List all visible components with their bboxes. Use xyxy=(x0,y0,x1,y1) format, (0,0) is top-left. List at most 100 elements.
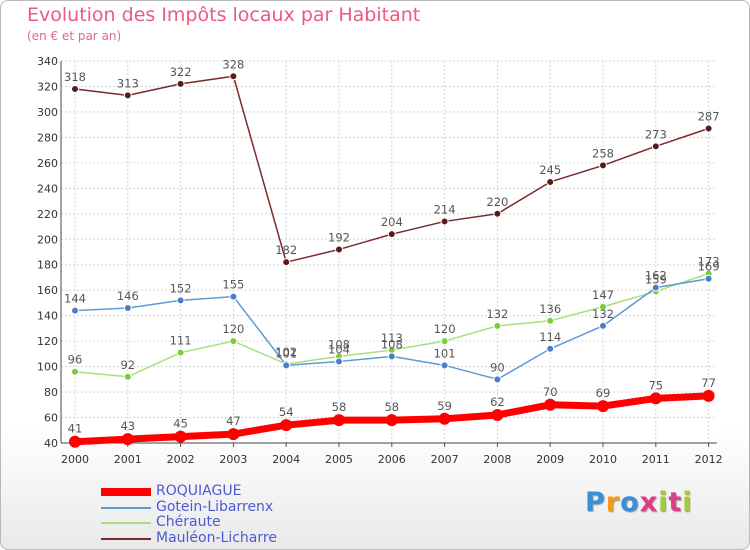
data-label: 182 xyxy=(275,243,297,257)
y-tick-label: 180 xyxy=(37,259,58,272)
data-label: 173 xyxy=(698,255,720,269)
data-point xyxy=(544,398,557,411)
data-point xyxy=(546,344,555,353)
data-label: 41 xyxy=(68,422,83,436)
data-label: 287 xyxy=(698,109,720,123)
logo-letter: o xyxy=(620,487,640,518)
data-point xyxy=(229,337,238,346)
data-point xyxy=(227,428,240,441)
data-label: 54 xyxy=(279,405,294,419)
data-label: 90 xyxy=(490,360,505,374)
data-point xyxy=(491,408,504,421)
data-label: 220 xyxy=(486,195,508,209)
logo-letter: P xyxy=(585,487,606,518)
y-tick-label: 240 xyxy=(37,182,58,195)
data-point xyxy=(123,372,132,381)
data-label: 120 xyxy=(222,322,244,336)
y-tick-label: 40 xyxy=(44,437,58,450)
x-tick-label: 2011 xyxy=(642,453,670,466)
logo-letter: r xyxy=(605,487,621,518)
data-label: 132 xyxy=(592,307,614,321)
x-tick-label: 2005 xyxy=(325,453,353,466)
data-label: 136 xyxy=(539,302,561,316)
data-label: 58 xyxy=(384,400,399,414)
data-point xyxy=(493,209,502,218)
x-tick-label: 2009 xyxy=(536,453,564,466)
data-point xyxy=(123,304,132,313)
data-label: 132 xyxy=(486,307,508,321)
data-label: 159 xyxy=(645,272,667,286)
x-tick-label: 2004 xyxy=(272,453,300,466)
data-label: 77 xyxy=(701,376,716,390)
logo-letter: x xyxy=(639,487,659,518)
data-label: 144 xyxy=(64,292,86,306)
legend-swatch xyxy=(101,506,151,509)
data-point xyxy=(493,321,502,330)
data-point xyxy=(651,283,660,292)
data-point xyxy=(651,142,660,151)
data-label: 169 xyxy=(698,260,720,274)
data-point xyxy=(71,306,79,315)
data-label: 322 xyxy=(170,65,192,79)
data-label: 101 xyxy=(434,346,456,360)
data-point xyxy=(176,79,185,88)
data-label: 245 xyxy=(539,163,561,177)
data-label: 96 xyxy=(68,353,83,367)
data-label: 70 xyxy=(543,385,558,399)
data-label: 114 xyxy=(539,330,561,344)
data-point xyxy=(282,258,291,267)
y-tick-label: 100 xyxy=(37,361,58,374)
data-point xyxy=(71,367,79,376)
y-tick-label: 140 xyxy=(37,310,58,323)
data-point xyxy=(229,292,238,301)
x-tick-label: 2012 xyxy=(695,453,723,466)
data-point xyxy=(282,361,291,370)
y-tick-label: 280 xyxy=(37,131,58,144)
data-label: 47 xyxy=(226,414,241,428)
legend-label: ROQUIAGUE xyxy=(156,483,242,499)
data-point xyxy=(493,375,502,384)
proxiti-logo: Proxiti xyxy=(585,487,693,518)
legend-label: Gotein-Libarrenx xyxy=(156,498,274,515)
data-point xyxy=(71,85,79,94)
data-label: 152 xyxy=(170,281,192,295)
x-tick-label: 2007 xyxy=(431,453,459,466)
data-label: 108 xyxy=(328,337,350,351)
data-point xyxy=(335,357,343,366)
y-tick-label: 320 xyxy=(37,80,58,93)
data-label: 147 xyxy=(592,288,614,302)
y-tick-label: 260 xyxy=(37,157,58,170)
legend-swatch xyxy=(101,522,151,524)
data-label: 43 xyxy=(120,419,135,433)
data-label: 75 xyxy=(648,378,663,392)
data-label: 155 xyxy=(222,278,244,292)
data-point xyxy=(387,230,396,239)
y-tick-label: 200 xyxy=(37,233,58,246)
data-label: 58 xyxy=(332,400,347,414)
data-label: 258 xyxy=(592,146,614,160)
data-point xyxy=(649,392,662,405)
logo-letter: i xyxy=(658,487,669,518)
data-label: 111 xyxy=(170,334,192,348)
x-tick-label: 2002 xyxy=(167,453,195,466)
data-label: 146 xyxy=(117,289,139,303)
data-label: 69 xyxy=(596,386,611,400)
data-label: 120 xyxy=(434,322,456,336)
legend-swatch xyxy=(101,537,151,540)
data-point xyxy=(702,389,715,402)
data-point xyxy=(440,361,449,370)
chart-subtitle: (en € et par an) xyxy=(27,29,122,43)
data-point xyxy=(599,302,607,311)
data-point xyxy=(387,352,396,361)
data-point xyxy=(440,337,449,346)
data-point xyxy=(121,433,134,446)
data-point xyxy=(280,419,293,432)
legend-label: Chéraute xyxy=(156,514,221,530)
data-point xyxy=(546,177,555,186)
data-label: 214 xyxy=(434,202,456,216)
x-tick-label: 2003 xyxy=(219,453,247,466)
data-point xyxy=(440,217,449,226)
data-point xyxy=(174,430,187,443)
